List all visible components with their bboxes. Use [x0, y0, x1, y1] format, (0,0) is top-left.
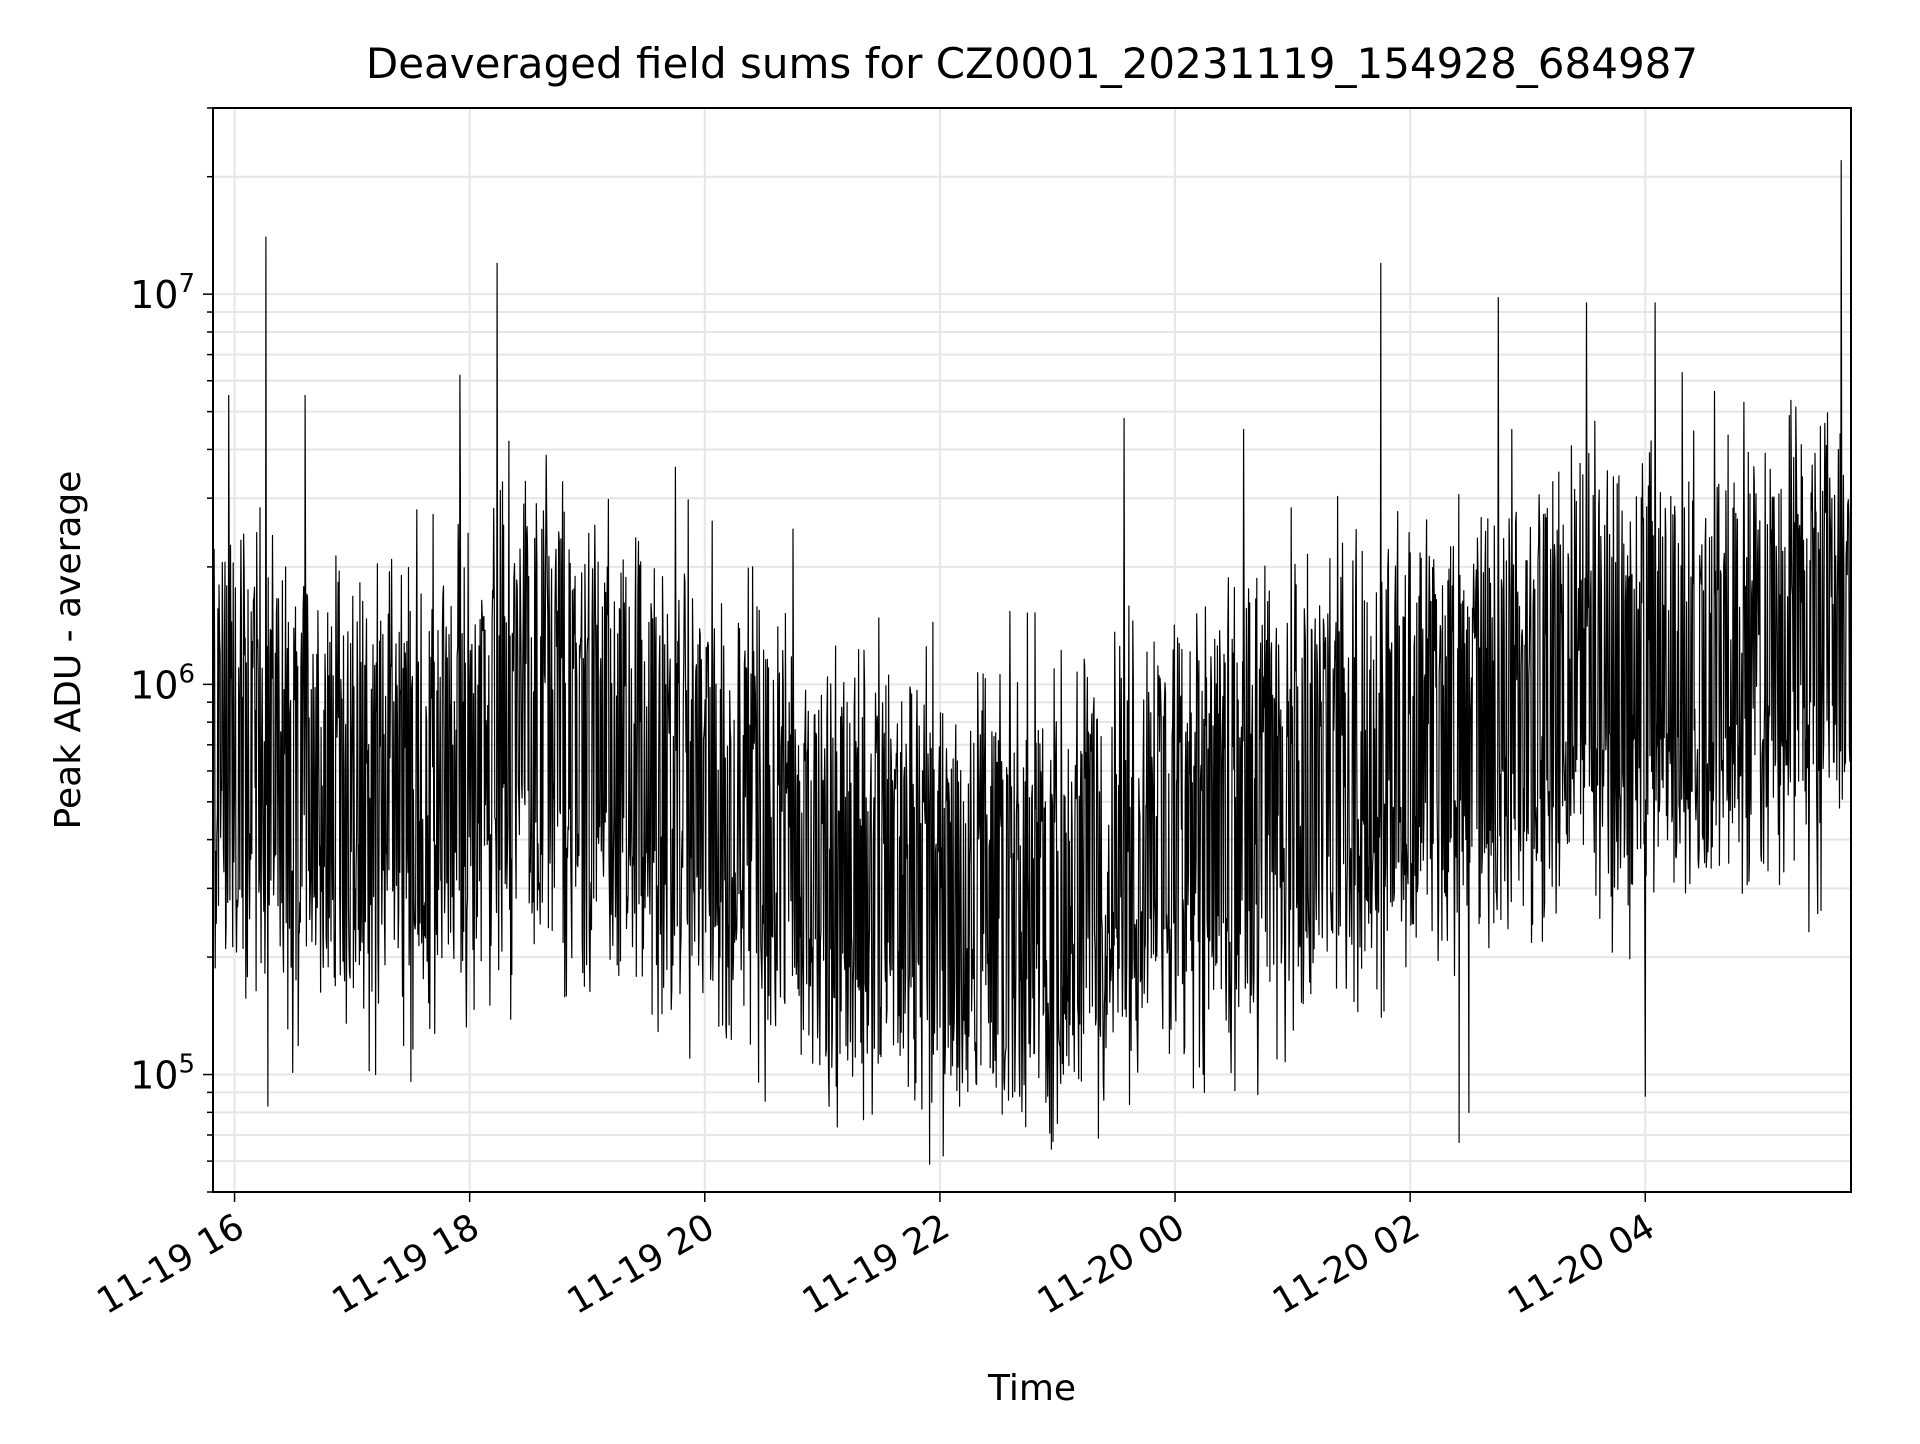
y-tick-label: 106 — [130, 659, 195, 707]
chart-title: Deaveraged field sums for CZ0001_2023111… — [366, 39, 1698, 88]
y-tick-label: 105 — [130, 1050, 195, 1098]
y-tick-label: 107 — [130, 269, 195, 317]
y-axis-label: Peak ADU - average — [48, 471, 89, 830]
x-tick-label: 11-20 02 — [1266, 1206, 1427, 1322]
x-axis-label: Time — [987, 1368, 1076, 1409]
series-line — [212, 160, 1852, 1165]
x-tick-label: 11-19 18 — [325, 1206, 486, 1322]
x-tick-label: 11-19 20 — [561, 1206, 722, 1322]
plot-frame — [212, 107, 1852, 1193]
plot-area — [212, 160, 1852, 1165]
x-tick-label: 11-20 00 — [1031, 1206, 1192, 1322]
x-tick-label: 11-19 22 — [796, 1206, 957, 1322]
x-tick-label: 11-19 16 — [90, 1206, 251, 1322]
x-tick-label: 11-20 04 — [1501, 1206, 1662, 1322]
